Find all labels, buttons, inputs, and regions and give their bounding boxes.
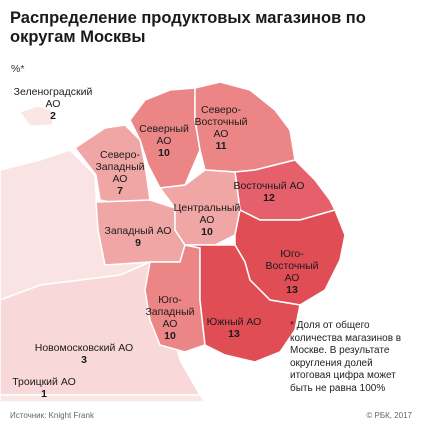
region-yuzhny xyxy=(184,244,301,363)
label-tsentralny: Центральный АО 10 xyxy=(170,202,244,238)
label-zelenogradsky-value: 2 xyxy=(50,110,56,122)
label-vostochny: Восточный АО 12 xyxy=(228,180,310,204)
label-zapadny-value: 9 xyxy=(135,237,141,249)
copyright: © РБК, 2017 xyxy=(366,411,412,420)
map-title: Распределение продуктовых магазинов по о… xyxy=(10,9,366,46)
label-novomoskovsky-value: 3 xyxy=(81,354,87,366)
label-yugo-vostochny: Юго-Восточный АО 13 xyxy=(258,248,326,296)
label-yuzhny: Южный АО 13 xyxy=(196,316,272,340)
label-novomoskovsky-name: Новомосковский АО xyxy=(34,342,134,354)
label-yuzhny-value: 13 xyxy=(228,328,240,340)
label-severo-zapadny-name: Северо-Западный АО xyxy=(95,149,145,185)
label-severo-zapadny: Северо-Западный АО 7 xyxy=(90,149,150,197)
region-severo-zapadny xyxy=(73,124,151,204)
label-severo-vostochny-value: 11 xyxy=(215,140,227,152)
label-severo-vostochny-name: Северо-Восточный АО xyxy=(194,104,248,140)
label-severny: Северный АО 10 xyxy=(136,123,192,159)
label-vostochny-name: Восточный АО xyxy=(233,180,305,192)
label-severny-name: Северный АО xyxy=(139,123,189,147)
label-yugo-vostochny-value: 13 xyxy=(286,284,298,296)
label-zelenogradsky: Зеленоградский АО 2 xyxy=(8,86,98,122)
label-vostochny-value: 12 xyxy=(263,192,275,204)
label-severny-value: 10 xyxy=(158,147,170,159)
label-tsentralny-value: 10 xyxy=(201,226,213,238)
unit-label: %* xyxy=(11,63,25,75)
label-yugo-zapadny-name: Юго-Западный АО xyxy=(145,294,195,330)
label-troitsky-name: Троицкий АО xyxy=(12,376,76,388)
source-credit: Источник: Knight Frank xyxy=(10,411,94,420)
label-troitsky: Троицкий АО 1 xyxy=(4,376,84,400)
label-yugo-zapadny: Юго-Западный АО 10 xyxy=(140,294,200,342)
label-novomoskovsky: Новомосковский АО 3 xyxy=(24,342,144,366)
label-severo-zapadny-value: 7 xyxy=(117,185,123,197)
label-yugo-zapadny-value: 10 xyxy=(164,330,176,342)
label-zapadny: Западный АО 9 xyxy=(98,225,178,249)
label-troitsky-value: 1 xyxy=(41,388,47,400)
footnote: * Доля от общего количества магазинов в … xyxy=(290,320,402,394)
label-zapadny-name: Западный АО xyxy=(104,225,172,237)
region-troitsky xyxy=(0,394,207,403)
label-tsentralny-name: Центральный АО xyxy=(173,202,241,226)
region-zelenogradsky xyxy=(19,105,56,127)
label-severo-vostochny: Северо-Восточный АО 11 xyxy=(188,104,254,152)
label-yuzhny-name: Южный АО xyxy=(206,316,262,328)
label-yugo-vostochny-name: Юго-Восточный АО xyxy=(265,248,319,284)
label-zelenogradsky-name: Зеленоградский АО xyxy=(13,86,93,110)
